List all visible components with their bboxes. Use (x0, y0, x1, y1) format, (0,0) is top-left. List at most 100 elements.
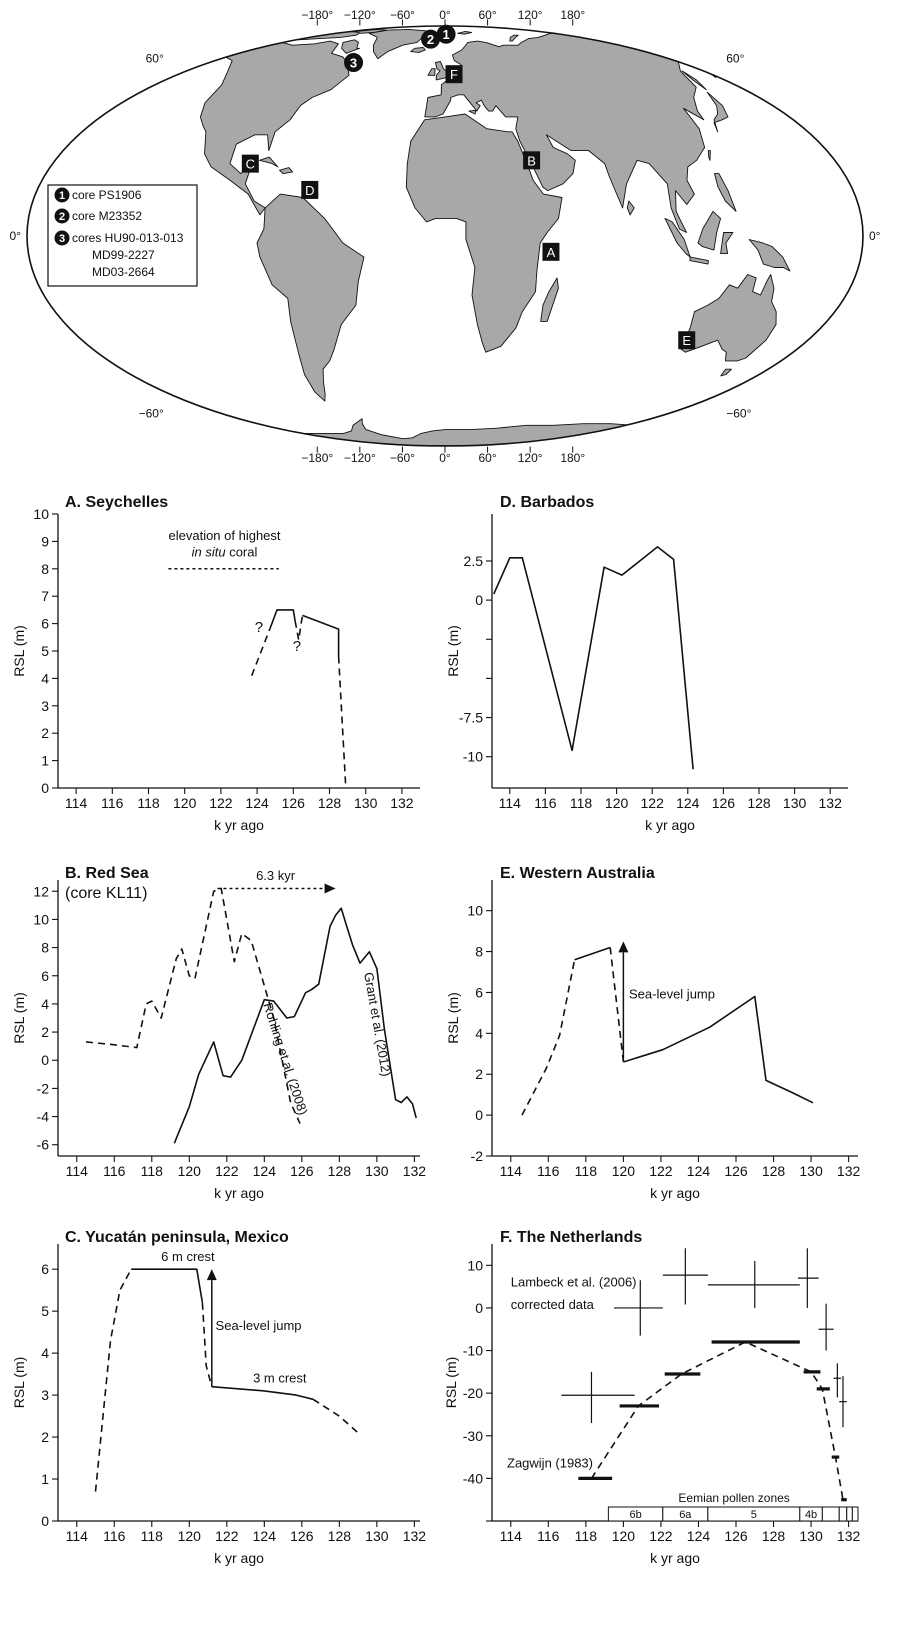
legend-box (47, 184, 198, 287)
series-line (211, 1385, 314, 1401)
y-tick-label: -2 (471, 1148, 484, 1164)
series-line (574, 946, 611, 961)
chart-annotation: 6.3 kyr (256, 868, 296, 883)
annotation-text: ? (293, 638, 301, 655)
chart-title: A. Seychelles (65, 494, 168, 511)
y-tick-label: 3 (41, 698, 49, 714)
land-iceland (410, 47, 426, 53)
x-tick-label: 116 (537, 1163, 560, 1179)
site-marker-a (542, 242, 560, 261)
land-java (689, 256, 709, 265)
chart-3: B. Red Sea(core KL11)114 116 118 120 122 124 1… (11, 865, 426, 1201)
chart-title: B. Red Sea (65, 865, 149, 882)
site-marker-e (678, 331, 696, 350)
legend-core-marker (54, 187, 70, 203)
y-tick-label: 3 (41, 1387, 49, 1403)
x-tick-label: 124 (253, 1163, 277, 1179)
pollen-zone-label: 6a (679, 1509, 692, 1521)
pollen-zone-cell (851, 1506, 859, 1522)
pollen-zone-label: 5 (751, 1509, 757, 1521)
x-axis-label: k yr ago (650, 1185, 700, 1201)
land-africa (405, 113, 563, 353)
lon-label-bottom: 120° (518, 451, 543, 465)
y-tick-label: 5 (41, 643, 49, 659)
lambeck-error-cross (662, 1248, 708, 1305)
legend-marker-number: 1 (59, 190, 65, 202)
annotation-arrowhead (618, 941, 629, 953)
world-map: −180°−180°−120°−120°−60°−60°0°0°60°60°12… (0, 0, 920, 470)
x-tick-label: 116 (537, 1528, 560, 1544)
x-tick-label: 114 (499, 795, 522, 811)
y-tick-label: 4 (41, 996, 49, 1012)
y-tick-label: -20 (463, 1385, 483, 1401)
x-tick-label: 128 (328, 1528, 352, 1544)
y-tick-label: 4 (41, 670, 49, 686)
lambeck-error-cross (833, 1363, 842, 1398)
annotation-text: 6.3 kyr (256, 868, 296, 883)
chart-annotation: 3 m crest (253, 1371, 307, 1386)
x-tick-label: 126 (290, 1163, 314, 1179)
lon-label-top: 180° (560, 8, 585, 22)
pollen-zone-label: 6b (629, 1509, 641, 1521)
y-tick-label: 12 (33, 883, 49, 899)
x-axis-label: k yr ago (214, 817, 264, 833)
y-tick-label: 0 (475, 1107, 483, 1123)
annotation-text: Rohling et al. (2008) (260, 1001, 310, 1117)
legend-label: core PS1906 (72, 188, 142, 202)
y-tick-label: 2 (41, 725, 49, 741)
annotation-text: corrected data (511, 1297, 595, 1312)
chart-title: D. Barbados (500, 494, 594, 511)
y-axis-label: RSL (m) (11, 625, 27, 677)
lon-label-top: 0° (439, 8, 451, 22)
y-tick-label: -7.5 (459, 710, 483, 726)
y-tick-label: -6 (37, 1137, 50, 1153)
chart-annotation: Sea-level jump (216, 1318, 302, 1333)
land-tasmania (720, 368, 732, 377)
chart-annotation: ? (293, 638, 301, 655)
annotation-text: 6 m crest (161, 1249, 215, 1264)
x-tick-label: 122 (649, 1163, 673, 1179)
x-axis-label: k yr ago (214, 1185, 264, 1201)
chart-annotation: Lambeck et al. (2006) (511, 1275, 637, 1290)
land-ireland (427, 68, 436, 76)
lon-label-bottom: 60° (479, 451, 497, 465)
series-line (521, 959, 576, 1116)
chart-annotation: in situ coral (192, 544, 258, 559)
x-tick-label: 122 (649, 1528, 673, 1544)
x-tick-label: 118 (575, 1528, 598, 1544)
land-sakhalin (681, 70, 707, 91)
y-tick-label: 8 (41, 561, 49, 577)
site-marker-label: F (450, 67, 458, 82)
core-marker-3 (344, 53, 364, 73)
pollen-zone-strip: Eemian pollen zones 6b 6a 5 4b (607, 1491, 859, 1522)
annotation-text: ? (255, 619, 263, 636)
series-line (623, 995, 814, 1104)
x-tick-label: 124 (676, 795, 700, 811)
series-zagwijn (590, 1341, 844, 1500)
y-tick-label: 6 (475, 984, 483, 1000)
chart-6: F. The Netherlands 114 116 118 120 122 124 126 1… (443, 1229, 861, 1566)
y-tick-label: 4 (475, 1025, 483, 1041)
chart-title: E. Western Australia (500, 865, 655, 882)
y-tick-label: 1 (41, 1471, 49, 1487)
pollen-zone-title: Eemian pollen zones (678, 1491, 789, 1505)
y-tick-label: 0 (41, 1052, 49, 1068)
core-marker-label: 3 (350, 56, 357, 71)
y-tick-label: 6 (41, 616, 49, 632)
x-tick-label: 126 (724, 1528, 748, 1544)
x-tick-label: 114 (66, 1163, 89, 1179)
site-marker-f (445, 65, 463, 84)
site-marker-label: A (547, 245, 556, 260)
site-marker-label: C (246, 157, 255, 172)
x-tick-label: 120 (178, 1528, 202, 1544)
land-north-america (181, 40, 350, 216)
chart-annotation: ? (255, 619, 263, 636)
y-tick-label: -2 (37, 1080, 50, 1096)
annotation-text: in situ (192, 544, 226, 559)
core-marker-label: 1 (442, 27, 449, 42)
x-tick-label: 118 (575, 1163, 598, 1179)
x-tick-label: 130 (365, 1163, 389, 1179)
